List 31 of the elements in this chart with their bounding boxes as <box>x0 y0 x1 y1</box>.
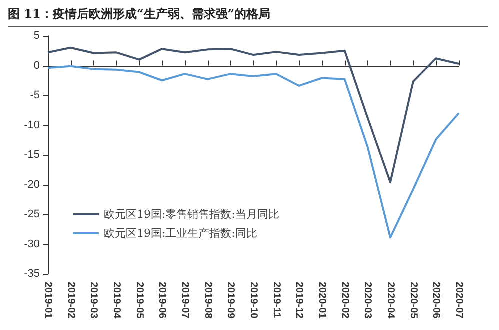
x-tick-label: 2019-11 <box>270 282 282 319</box>
x-tick-label: 2019-06 <box>156 282 168 320</box>
y-tick-label: -5 <box>30 90 40 102</box>
y-tick-label: 5 <box>34 30 40 42</box>
x-tick-label: 2020-07 <box>454 282 464 320</box>
y-tick-label: -25 <box>24 208 40 220</box>
x-tick-label: 2019-04 <box>111 282 122 320</box>
x-tick-label: 2019-03 <box>88 282 100 320</box>
x-tick-label: 2020-06 <box>430 282 442 320</box>
x-tick-label: 2019-08 <box>202 282 214 320</box>
x-tick-label: 2019-10 <box>248 282 259 320</box>
y-tick-label: -20 <box>24 178 40 191</box>
x-tick-label: 2020-04 <box>385 282 396 320</box>
x-tick-label: 2020-03 <box>362 282 374 320</box>
x-tick-label: 2019-02 <box>65 282 76 320</box>
chart-title: 图 11：疫情后欧洲形成“生产弱、需求强”的格局 <box>8 6 488 27</box>
y-tick-label: -15 <box>24 149 40 161</box>
x-tick-label: 2019-09 <box>225 282 236 320</box>
y-tick-label: -30 <box>24 238 40 250</box>
x-tick-label: 2019-07 <box>180 282 190 320</box>
legend-label: 欧元区19国:工业生产指数:同比 <box>104 227 258 240</box>
x-tick-label: 2019-01 <box>42 282 54 320</box>
y-tick-label: -35 <box>24 268 40 280</box>
y-tick-label: 0 <box>34 60 40 72</box>
x-tick-label: 2020-01 <box>316 282 328 320</box>
x-tick-label: 2020-02 <box>339 282 350 320</box>
x-tick-label: 2019-05 <box>134 282 145 320</box>
legend-label: 欧元区19国:零售销售指数:当月同比 <box>104 208 280 221</box>
y-tick-label: -10 <box>24 119 40 132</box>
x-tick-label: 2020-05 <box>408 282 419 320</box>
x-tick-label: 2019-12 <box>294 282 305 320</box>
